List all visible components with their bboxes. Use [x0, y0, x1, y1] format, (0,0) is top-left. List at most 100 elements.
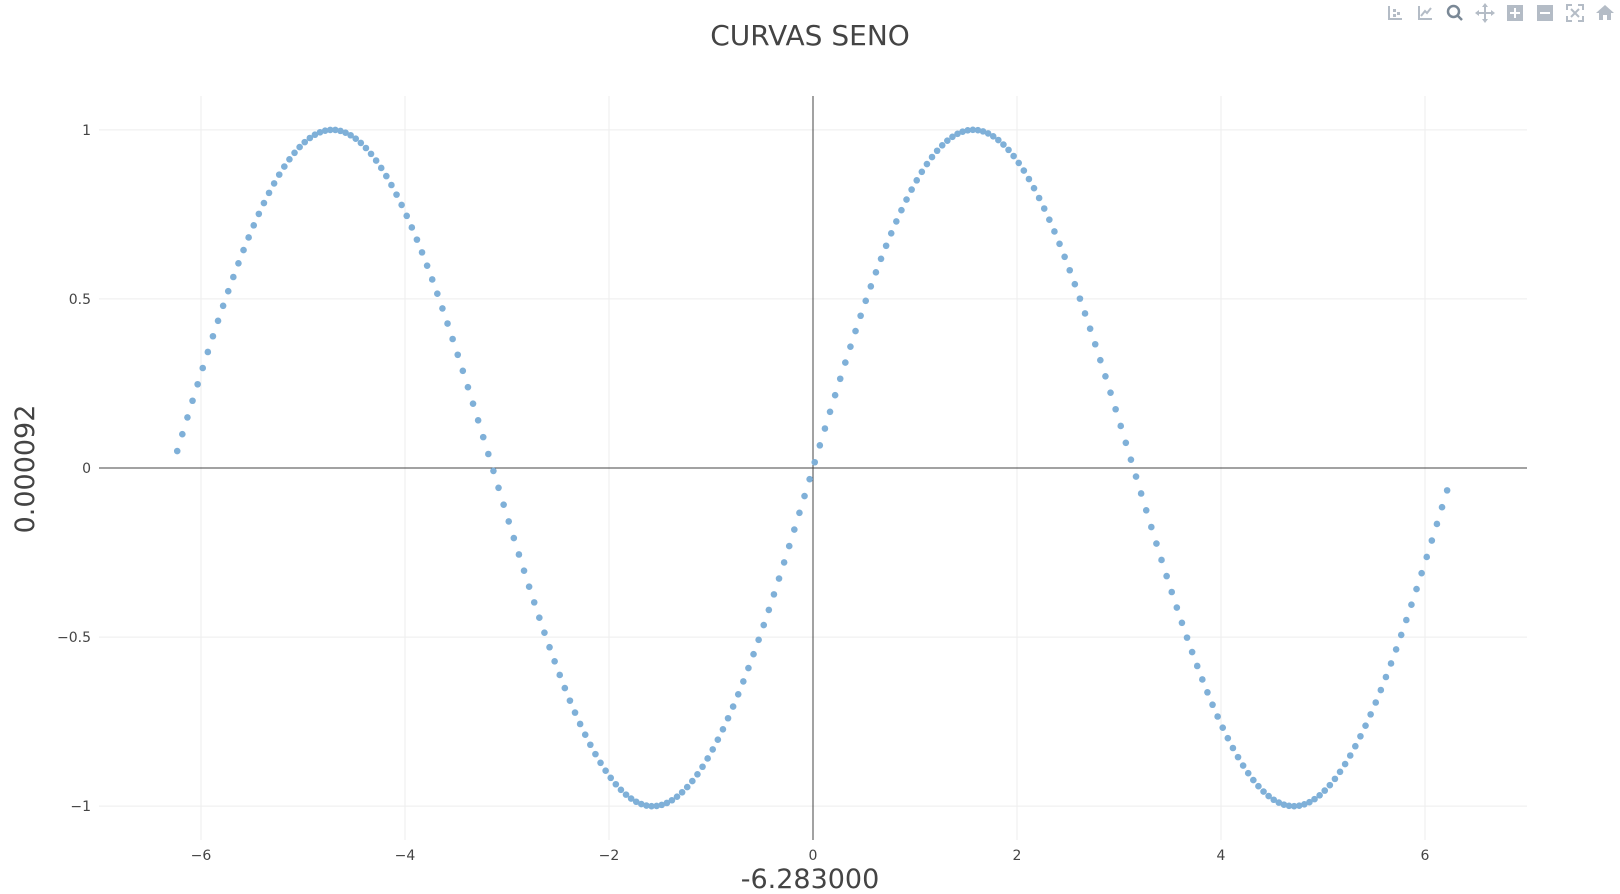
data-point[interactable] — [1025, 175, 1033, 183]
data-point[interactable] — [270, 180, 278, 187]
data-point[interactable] — [760, 621, 768, 629]
data-point[interactable] — [627, 795, 635, 802]
data-point[interactable] — [444, 320, 451, 327]
data-point[interactable] — [673, 793, 681, 800]
data-point[interactable] — [245, 234, 252, 241]
data-point[interactable] — [255, 210, 263, 218]
data-point[interactable] — [719, 726, 727, 733]
data-point[interactable] — [1142, 507, 1150, 514]
data-point[interactable] — [893, 218, 900, 225]
data-point[interactable] — [311, 131, 319, 139]
data-point[interactable] — [306, 134, 314, 142]
zoom-in-icon[interactable] — [1504, 2, 1526, 24]
data-point[interactable] — [1382, 673, 1390, 681]
reset-axes-icon[interactable] — [1594, 2, 1616, 24]
data-point[interactable] — [301, 138, 309, 146]
data-point[interactable] — [1086, 325, 1094, 332]
data-point[interactable] — [1107, 389, 1114, 396]
data-point[interactable] — [1066, 266, 1074, 274]
compare-data-icon[interactable] — [1384, 2, 1406, 24]
data-point[interactable] — [1193, 662, 1201, 670]
data-point[interactable] — [500, 501, 507, 508]
data-point[interactable] — [1056, 240, 1063, 248]
data-point[interactable] — [536, 614, 543, 622]
data-point[interactable] — [372, 157, 380, 164]
data-point[interactable] — [903, 196, 910, 203]
data-point[interactable] — [1102, 373, 1109, 380]
data-point[interactable] — [408, 224, 416, 231]
data-point[interactable] — [230, 273, 237, 281]
data-point[interactable] — [821, 425, 829, 432]
data-point[interactable] — [1097, 356, 1104, 364]
data-point[interactable] — [979, 128, 987, 135]
data-point[interactable] — [1306, 798, 1313, 806]
data-point[interactable] — [1397, 631, 1405, 639]
data-point[interactable] — [530, 599, 538, 606]
data-point[interactable] — [495, 484, 502, 492]
data-point[interactable] — [658, 801, 666, 809]
data-point[interactable] — [750, 650, 757, 658]
data-point[interactable] — [525, 583, 533, 590]
data-point[interactable] — [1168, 588, 1176, 596]
data-point[interactable] — [1005, 146, 1012, 154]
data-point[interactable] — [179, 430, 186, 438]
data-point[interactable] — [1137, 490, 1145, 497]
data-point[interactable] — [546, 643, 553, 651]
data-point[interactable] — [1346, 752, 1354, 759]
closest-data-icon[interactable] — [1414, 2, 1436, 24]
data-point[interactable] — [959, 128, 966, 135]
data-point[interactable] — [418, 249, 426, 256]
data-point[interactable] — [765, 606, 773, 614]
data-point[interactable] — [541, 629, 548, 636]
data-point[interactable] — [1250, 776, 1257, 784]
data-point[interactable] — [240, 246, 247, 254]
data-point[interactable] — [479, 433, 487, 441]
data-point[interactable] — [403, 212, 411, 220]
data-point[interactable] — [214, 317, 222, 325]
data-point[interactable] — [816, 442, 824, 449]
data-point[interactable] — [1000, 141, 1007, 148]
data-point[interactable] — [367, 150, 375, 158]
data-point[interactable] — [1219, 724, 1227, 731]
data-point[interactable] — [755, 636, 762, 644]
data-point[interactable] — [571, 709, 579, 716]
data-point[interactable] — [1112, 405, 1119, 413]
data-point[interactable] — [464, 383, 472, 391]
data-point[interactable] — [250, 222, 258, 229]
data-point[interactable] — [561, 684, 569, 692]
data-point[interactable] — [1081, 310, 1089, 317]
data-point[interactable] — [867, 283, 875, 290]
data-point[interactable] — [668, 796, 676, 804]
data-point[interactable] — [281, 163, 288, 170]
data-point[interactable] — [383, 172, 390, 180]
data-point[interactable] — [964, 127, 972, 134]
data-point[interactable] — [413, 236, 421, 243]
data-point[interactable] — [556, 671, 564, 679]
data-point[interactable] — [224, 287, 232, 295]
data-point[interactable] — [199, 364, 207, 372]
data-point[interactable] — [933, 147, 941, 155]
data-point[interactable] — [944, 137, 951, 144]
data-point[interactable] — [862, 297, 870, 305]
data-point[interactable] — [806, 475, 813, 483]
data-point[interactable] — [1091, 340, 1099, 348]
data-point[interactable] — [1336, 768, 1344, 776]
data-point[interactable] — [439, 305, 446, 312]
data-point[interactable] — [1443, 487, 1451, 494]
data-point[interactable] — [1260, 788, 1267, 795]
data-point[interactable] — [852, 327, 859, 335]
data-point[interactable] — [597, 759, 604, 767]
data-point[interactable] — [1341, 760, 1349, 768]
data-point[interactable] — [974, 126, 982, 134]
data-point[interactable] — [1270, 796, 1278, 804]
data-point[interactable] — [913, 177, 921, 184]
data-point[interactable] — [918, 168, 926, 176]
data-point[interactable] — [1316, 791, 1323, 799]
data-point[interactable] — [1403, 616, 1410, 624]
data-point[interactable] — [265, 189, 273, 197]
data-point[interactable] — [219, 302, 227, 310]
data-point[interactable] — [1234, 753, 1242, 761]
data-point[interactable] — [678, 788, 686, 796]
data-point[interactable] — [632, 798, 640, 806]
data-point[interactable] — [745, 664, 752, 672]
